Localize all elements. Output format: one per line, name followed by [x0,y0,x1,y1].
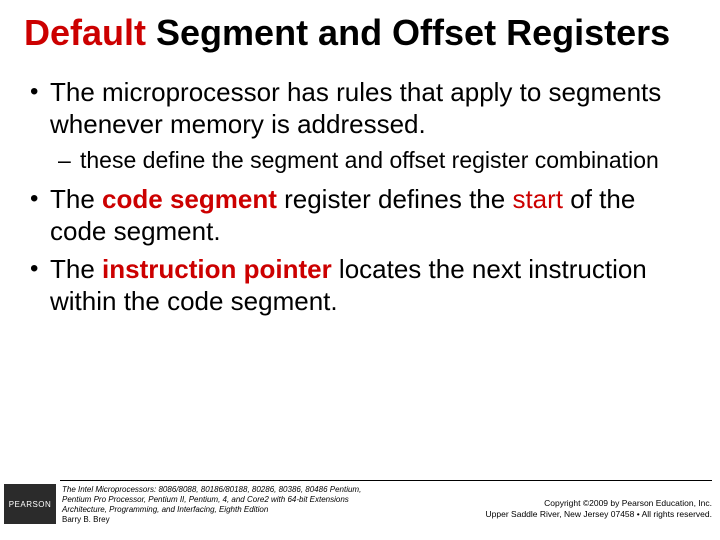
bullet-level-1: The code segment register defines the st… [24,184,696,247]
book-info: The Intel Microprocessors: 8086/8088, 80… [62,485,382,525]
copyright: Copyright ©2009 by Pearson Education, In… [486,498,712,520]
pearson-logo: PEARSON [4,484,56,524]
slide-title: Default Segment and Offset Registers [24,12,696,53]
footer: PEARSON The Intel Microprocessors: 8086/… [0,480,720,540]
book-title: The Intel Microprocessors: 8086/8088, 80… [62,485,361,494]
book-line3: Architecture, Programming, and Interfaci… [62,505,268,514]
bullet-level-2: these define the segment and offset regi… [24,147,696,175]
book-author: Barry B. Brey [62,515,110,524]
bullet-level-1: The microprocessor has rules that apply … [24,77,696,140]
footer-divider [60,480,712,481]
book-subtitle: Pentium Pro Processor, Pentium II, Penti… [62,495,349,504]
copyright-line2: Upper Saddle River, New Jersey 07458 • A… [486,509,712,519]
slide: Default Segment and Offset Registers The… [0,0,720,540]
bullet-level-1: The instruction pointer locates the next… [24,254,696,317]
slide-content: The microprocessor has rules that apply … [24,77,696,317]
copyright-line1: Copyright ©2009 by Pearson Education, In… [544,498,712,508]
logo-text: PEARSON [9,500,52,509]
